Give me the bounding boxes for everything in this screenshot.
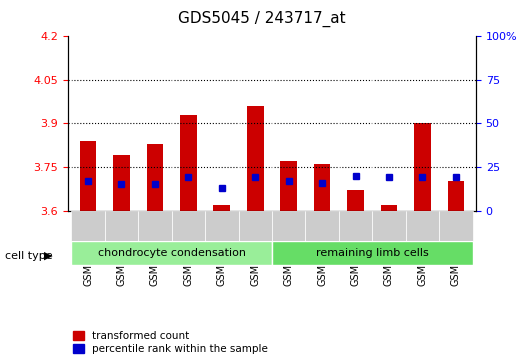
Bar (213, 205, 230, 211)
FancyBboxPatch shape (71, 241, 272, 265)
Bar (247, 106, 264, 211)
FancyBboxPatch shape (305, 211, 339, 241)
FancyBboxPatch shape (339, 211, 372, 241)
Bar (180, 115, 197, 211)
FancyBboxPatch shape (138, 211, 172, 241)
Text: GDS5045 / 243717_at: GDS5045 / 243717_at (178, 11, 345, 27)
Bar (414, 123, 431, 211)
Text: chondrocyte condensation: chondrocyte condensation (98, 248, 246, 258)
Bar (381, 205, 397, 211)
FancyBboxPatch shape (172, 211, 205, 241)
FancyBboxPatch shape (372, 211, 406, 241)
Bar (448, 182, 464, 211)
Text: ▶: ▶ (44, 251, 53, 261)
FancyBboxPatch shape (238, 211, 272, 241)
Legend: transformed count, percentile rank within the sample: transformed count, percentile rank withi… (73, 331, 268, 354)
FancyBboxPatch shape (272, 211, 305, 241)
FancyBboxPatch shape (105, 211, 138, 241)
FancyBboxPatch shape (272, 241, 473, 265)
Bar (314, 164, 331, 211)
FancyBboxPatch shape (205, 211, 238, 241)
Bar (280, 161, 297, 211)
Bar (347, 190, 364, 211)
Text: cell type: cell type (5, 251, 53, 261)
Bar (146, 144, 163, 211)
FancyBboxPatch shape (439, 211, 473, 241)
FancyBboxPatch shape (71, 211, 105, 241)
Text: remaining limb cells: remaining limb cells (316, 248, 429, 258)
Bar (113, 155, 130, 211)
FancyBboxPatch shape (406, 211, 439, 241)
Bar (79, 141, 96, 211)
